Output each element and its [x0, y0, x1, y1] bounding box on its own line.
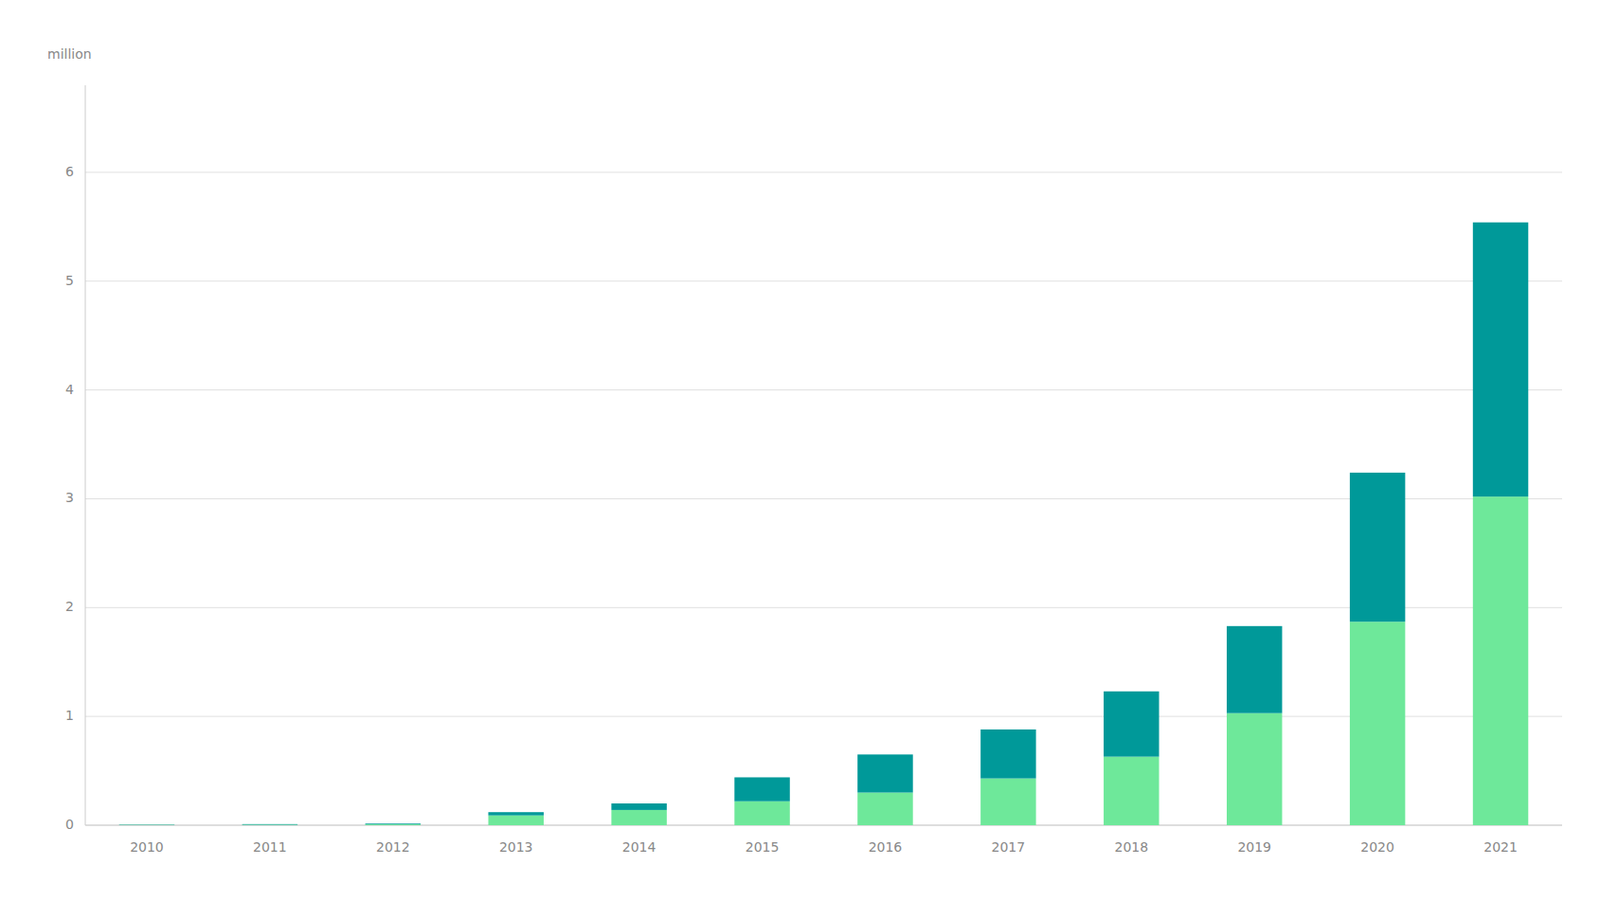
bar-segment [980, 778, 1036, 826]
bar-segment [734, 776, 790, 801]
bars [119, 222, 1529, 826]
y-tick-label: 0 [65, 816, 74, 832]
bar-segment [1103, 756, 1159, 826]
x-axis-line [85, 825, 1563, 827]
x-axis: 2010 2011 2012 2013 2014 2015 2016 2017 2018 2019… [129, 839, 1518, 855]
bar-segment [980, 729, 1036, 779]
grid-line [85, 825, 1563, 827]
x-tick-label: 2017 [991, 839, 1026, 855]
y-axis-label: million [47, 46, 92, 62]
y-tick-label: 5 [65, 272, 74, 288]
bar-segment [1226, 713, 1282, 826]
x-tick-label: 2018 [1114, 839, 1149, 855]
x-tick-label: 2010 [129, 839, 164, 855]
bar-segment [1473, 222, 1529, 497]
x-tick-label: 2014 [622, 839, 657, 855]
bar-segment [365, 823, 421, 826]
bar-segment [242, 823, 298, 826]
y-tick-label: 3 [65, 489, 74, 505]
bar-segment [611, 803, 666, 810]
grid-line [85, 498, 1563, 500]
x-tick-label: 2013 [499, 839, 534, 855]
bar-segment [1226, 626, 1282, 714]
bar-segment [119, 824, 175, 826]
bar-segment [857, 754, 913, 792]
y-tick-label: 1 [65, 707, 74, 723]
grid [85, 172, 1563, 826]
y-tick-label: 4 [65, 381, 74, 397]
bar-segment [734, 801, 790, 826]
x-tick-label: 2016 [868, 839, 903, 855]
y-tick-label: 2 [65, 598, 74, 614]
bar-segment [1103, 691, 1159, 757]
bar-segment [611, 809, 666, 826]
x-tick-label: 2020 [1360, 839, 1395, 855]
y-axis-line [85, 85, 87, 826]
bar-segment [1349, 472, 1405, 622]
x-tick-label: 2012 [376, 839, 411, 855]
x-tick-label: 2015 [745, 839, 780, 855]
y-tick-label: 6 [65, 163, 74, 180]
bar-segment [365, 824, 421, 826]
x-tick-label: 2019 [1237, 839, 1272, 855]
grid-line [85, 280, 1563, 282]
bar-segment [1349, 621, 1405, 826]
grid-line [85, 607, 1563, 609]
bar-segment [1473, 496, 1529, 826]
bar-segment [487, 811, 543, 815]
bar-segment [119, 824, 175, 826]
x-tick-label: 2011 [252, 839, 288, 855]
bar-segment [857, 792, 913, 826]
x-tick-label: 2021 [1483, 839, 1518, 855]
y-axis: 0 1 2 3 4 5 6 [65, 85, 1563, 832]
grid-line [85, 716, 1563, 718]
grid-line [85, 389, 1563, 391]
background [0, 0, 1600, 901]
chart: 0123456million20102011201220132014201520… [0, 0, 1600, 901]
bar-segment [242, 824, 298, 826]
grid-line [85, 171, 1563, 173]
bar-segment [487, 815, 543, 826]
